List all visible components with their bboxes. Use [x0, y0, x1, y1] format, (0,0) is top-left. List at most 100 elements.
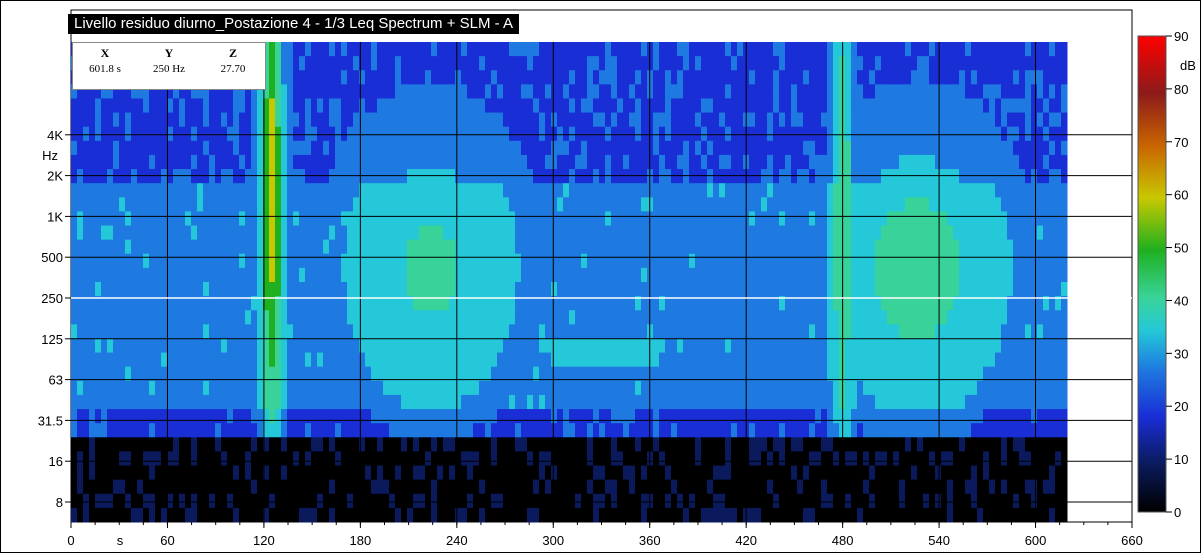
heatmap-cell — [881, 140, 888, 156]
heatmap-cell — [371, 42, 378, 57]
heatmap-cell — [989, 324, 996, 339]
heatmap-cell — [311, 126, 318, 142]
heatmap-cell — [911, 437, 918, 452]
heatmap-cell — [827, 197, 834, 212]
heatmap-cell — [221, 267, 228, 283]
heatmap-cell — [767, 56, 774, 71]
heatmap-cell — [965, 352, 972, 368]
heatmap-cell — [425, 42, 432, 57]
heatmap-cell — [395, 409, 402, 424]
heatmap-cell — [857, 126, 864, 142]
heatmap-cell — [95, 338, 102, 354]
heatmap-cell — [905, 409, 912, 424]
heatmap-cell — [959, 84, 966, 99]
heatmap-cell — [443, 154, 450, 170]
heatmap-cell — [677, 70, 684, 85]
heatmap-cell — [767, 112, 774, 128]
heatmap-cell — [521, 84, 528, 99]
heatmap-cell — [149, 451, 156, 467]
heatmap-cell — [887, 169, 894, 184]
heatmap-cell — [239, 112, 246, 128]
heatmap-cell — [251, 197, 258, 212]
heatmap-cell — [251, 154, 258, 170]
heatmap-cell — [407, 211, 414, 227]
heatmap-cell — [677, 154, 684, 170]
heatmap-cell — [881, 239, 888, 255]
heatmap-cell — [809, 282, 816, 297]
heatmap-cell — [983, 70, 990, 85]
heatmap-cell — [587, 140, 594, 156]
heatmap-cell — [665, 183, 672, 198]
heatmap-cell — [1055, 282, 1062, 297]
heatmap-cell — [131, 84, 138, 99]
heatmap-cell — [125, 239, 132, 255]
heatmap-cell — [419, 112, 426, 128]
heatmap-cell — [329, 437, 336, 452]
heatmap-cell — [71, 352, 78, 368]
heatmap-cell — [581, 239, 588, 255]
heatmap-cell — [173, 380, 180, 396]
heatmap-cell — [845, 394, 852, 410]
heatmap-cell — [425, 154, 432, 170]
heatmap-cell — [443, 437, 450, 452]
heatmap-cell — [971, 84, 978, 99]
heatmap-cell — [431, 112, 438, 128]
heatmap-cell — [983, 126, 990, 142]
heatmap-cell — [425, 84, 432, 99]
heatmap-cell — [791, 183, 798, 198]
heatmap-cell — [623, 352, 630, 368]
heatmap-cell — [617, 98, 624, 114]
heatmap-cell — [629, 84, 636, 99]
heatmap-cell — [989, 437, 996, 452]
heatmap-cell — [89, 126, 96, 142]
heatmap-cell — [443, 169, 450, 184]
heatmap-cell — [653, 211, 660, 227]
heatmap-cell — [233, 98, 240, 114]
heatmap-cell — [185, 338, 192, 354]
heatmap-cell — [731, 84, 738, 99]
heatmap-cell — [791, 267, 798, 283]
heatmap-cell — [1055, 42, 1062, 57]
heatmap-cell — [689, 324, 696, 339]
heatmap-cell — [797, 211, 804, 227]
heatmap-cell — [275, 409, 282, 424]
heatmap-cell — [539, 296, 546, 311]
heatmap-cell — [131, 225, 138, 241]
heatmap-cell — [407, 154, 414, 170]
heatmap-cell — [557, 126, 564, 142]
heatmap-cell — [905, 366, 912, 382]
heatmap-cell — [1061, 253, 1068, 269]
heatmap-cell — [827, 409, 834, 424]
heatmap-cell — [881, 98, 888, 114]
heatmap-cell — [515, 154, 522, 170]
heatmap-cell — [701, 423, 708, 438]
heatmap-cell — [1049, 253, 1056, 269]
heatmap-cell — [143, 183, 150, 198]
heatmap-cell — [635, 423, 642, 438]
heatmap-cell — [533, 324, 540, 339]
heatmap-cell — [281, 366, 288, 382]
heatmap-cell — [383, 366, 390, 382]
heatmap-cell — [1049, 239, 1056, 255]
heatmap-cell — [455, 126, 462, 142]
heatmap-cell — [389, 366, 396, 382]
heatmap-cell — [527, 282, 534, 297]
heatmap-cell — [911, 225, 918, 241]
heatmap-cell — [95, 154, 102, 170]
heatmap-cell — [719, 56, 726, 71]
heatmap-cell — [797, 296, 804, 311]
heatmap-cell — [209, 437, 216, 452]
heatmap-cell — [725, 70, 732, 85]
heatmap-cell — [371, 211, 378, 227]
heatmap-cell — [407, 126, 414, 142]
heatmap-cell — [311, 169, 318, 184]
heatmap-cell — [1013, 42, 1020, 57]
heatmap-cell — [515, 324, 522, 339]
heatmap-cell — [599, 169, 606, 184]
heatmap-cell — [899, 42, 906, 57]
heatmap-cell — [161, 112, 168, 128]
heatmap-cell — [503, 239, 510, 255]
heatmap-cell — [293, 154, 300, 170]
heatmap-cell — [101, 465, 108, 481]
heatmap-cell — [401, 56, 408, 71]
